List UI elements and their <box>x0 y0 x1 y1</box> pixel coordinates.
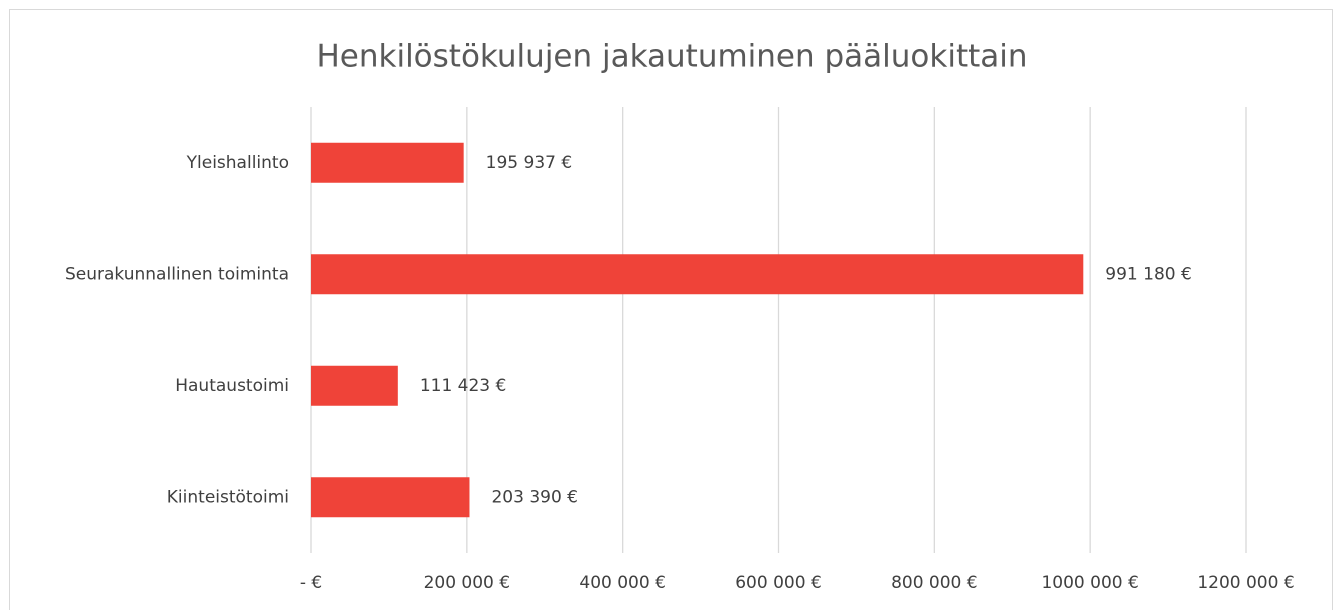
y-tick-label: Hautaustoimi <box>175 376 289 396</box>
chart-title: Henkilöstökulujen jakautuminen pääluokit… <box>316 39 1027 75</box>
bar <box>311 365 398 406</box>
x-tick-label: - € <box>300 573 322 593</box>
data-label: 991 180 € <box>1105 264 1192 284</box>
y-tick-label: Seurakunnallinen toiminta <box>65 264 289 284</box>
x-tick-label: 1200 000 € <box>1197 573 1294 593</box>
y-tick-label: Kiinteistötoimi <box>167 487 289 507</box>
x-tick-label: 800 000 € <box>891 573 978 593</box>
bar <box>311 477 470 518</box>
bar <box>311 142 464 183</box>
x-tick-label: 1000 000 € <box>1041 573 1138 593</box>
y-tick-label: Yleishallinto <box>186 153 289 173</box>
x-tick-label: 600 000 € <box>735 573 822 593</box>
x-tick-label: 400 000 € <box>579 573 666 593</box>
data-label: 203 390 € <box>491 487 578 507</box>
x-tick-label: 200 000 € <box>424 573 511 593</box>
data-label: 195 937 € <box>486 153 573 173</box>
data-label: 111 423 € <box>420 376 507 396</box>
chart-border <box>9 9 1333 610</box>
bar <box>311 254 1084 295</box>
